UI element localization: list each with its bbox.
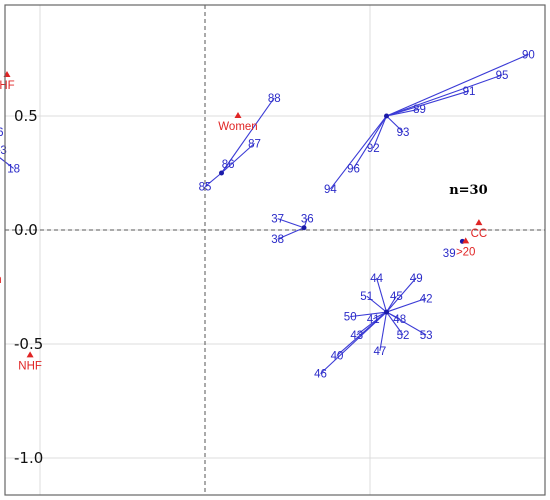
- spoke-47: [379, 311, 388, 351]
- y-tick-label-3: -1.0: [14, 449, 43, 467]
- point-label-92: 92: [367, 143, 380, 155]
- y-axis-ticks: 0.5 0.0 -0.5 -1.0: [14, 107, 43, 467]
- point-label-91: 91: [463, 86, 476, 98]
- y-tick-label-2: -0.5: [14, 335, 43, 353]
- point-label-52: 52: [397, 330, 410, 342]
- factor-label-3: CC: [471, 228, 488, 240]
- point-label-45: 45: [390, 291, 403, 303]
- point-label-89: 89: [413, 104, 426, 116]
- point-label-18: 18: [7, 163, 20, 175]
- factor-marker-3: [475, 219, 483, 226]
- sample-size-annotations: n=36n=30n=30: [449, 183, 487, 198]
- point-label-48: 48: [393, 314, 406, 326]
- y-tick-label-1: 0.0: [14, 221, 38, 239]
- spoke-94: [329, 115, 387, 190]
- spoke-93: [386, 115, 404, 133]
- point-label-37: 37: [271, 214, 284, 226]
- spoke-95: [386, 74, 503, 117]
- factor-marker-2: [234, 112, 242, 118]
- spoke-18: [0, 157, 14, 169]
- point-label-51: 51: [360, 291, 373, 303]
- point-label-44: 44: [370, 273, 383, 285]
- point-label-85: 85: [199, 182, 212, 194]
- spoke-37: [277, 218, 305, 229]
- factor-label-1: HF: [0, 80, 15, 92]
- point-labels: 5654616769586068637059626471575551615131…: [0, 49, 535, 381]
- point-label-38: 38: [271, 234, 284, 246]
- point-label-36: 36: [301, 214, 314, 226]
- point-label-43: 43: [350, 330, 363, 342]
- point-label-96: 96: [347, 163, 360, 175]
- spoke-85: [204, 172, 222, 188]
- cluster-centroid-8: [301, 225, 307, 231]
- spoke-92: [372, 115, 388, 149]
- spoke-44: [376, 277, 388, 313]
- point-label-42: 42: [420, 293, 433, 305]
- point-label-94: 94: [324, 184, 337, 196]
- spoke-52: [386, 311, 404, 336]
- point-label-41: 41: [367, 314, 380, 326]
- spoke-50: [350, 311, 387, 318]
- plot-frame: [4, 4, 546, 496]
- spoke-53: [386, 311, 427, 336]
- factor-points: AAHFWomenCC>20<20MenNHFAC: [0, 70, 488, 372]
- factor-label-4: >20: [456, 246, 476, 258]
- cluster-spokes: [0, 53, 529, 375]
- spoke-49: [386, 277, 417, 313]
- cluster-centroid-9: [384, 309, 389, 315]
- spoke-51: [366, 295, 387, 313]
- point-label-46: 46: [314, 369, 327, 381]
- spoke-42: [386, 297, 427, 313]
- spoke-45: [386, 295, 397, 313]
- sample-size-note-1: n=30: [449, 183, 487, 198]
- point-label-40: 40: [331, 350, 344, 362]
- point-label-95: 95: [496, 70, 509, 82]
- factor-label-2: Women: [218, 121, 257, 133]
- y-tick-label-0: 0.5: [14, 107, 38, 125]
- point-label-49: 49: [410, 273, 423, 285]
- spoke-46: [320, 311, 387, 375]
- spoke-88: [221, 97, 275, 174]
- cluster-centroid-6: [384, 113, 389, 119]
- factor-marker-7: [26, 351, 34, 358]
- point-label-16: 16: [0, 127, 3, 139]
- point-label-86: 86: [222, 159, 235, 171]
- point-label-47: 47: [374, 346, 387, 358]
- point-label-93: 93: [397, 127, 410, 139]
- factor-label-7: NHF: [18, 360, 42, 372]
- spoke-38: [277, 227, 305, 240]
- point-label-53: 53: [420, 330, 433, 342]
- factor-marker-4: [462, 237, 470, 244]
- grid-lines: [5, 5, 545, 495]
- point-label-90: 90: [522, 49, 535, 61]
- spoke-89: [386, 108, 420, 117]
- point-label-50: 50: [344, 312, 357, 324]
- point-label-39: 39: [443, 248, 456, 260]
- spoke-87: [221, 142, 255, 174]
- factor-label-6: Men: [0, 274, 2, 286]
- spoke-90: [386, 53, 529, 117]
- point-label-88: 88: [268, 93, 281, 105]
- point-label-13: 13: [0, 145, 7, 157]
- cluster-centroid-7: [219, 170, 224, 176]
- point-label-87: 87: [248, 138, 261, 150]
- spoke-96: [353, 115, 387, 169]
- spoke-91: [386, 90, 470, 117]
- reference-lines: [5, 5, 545, 495]
